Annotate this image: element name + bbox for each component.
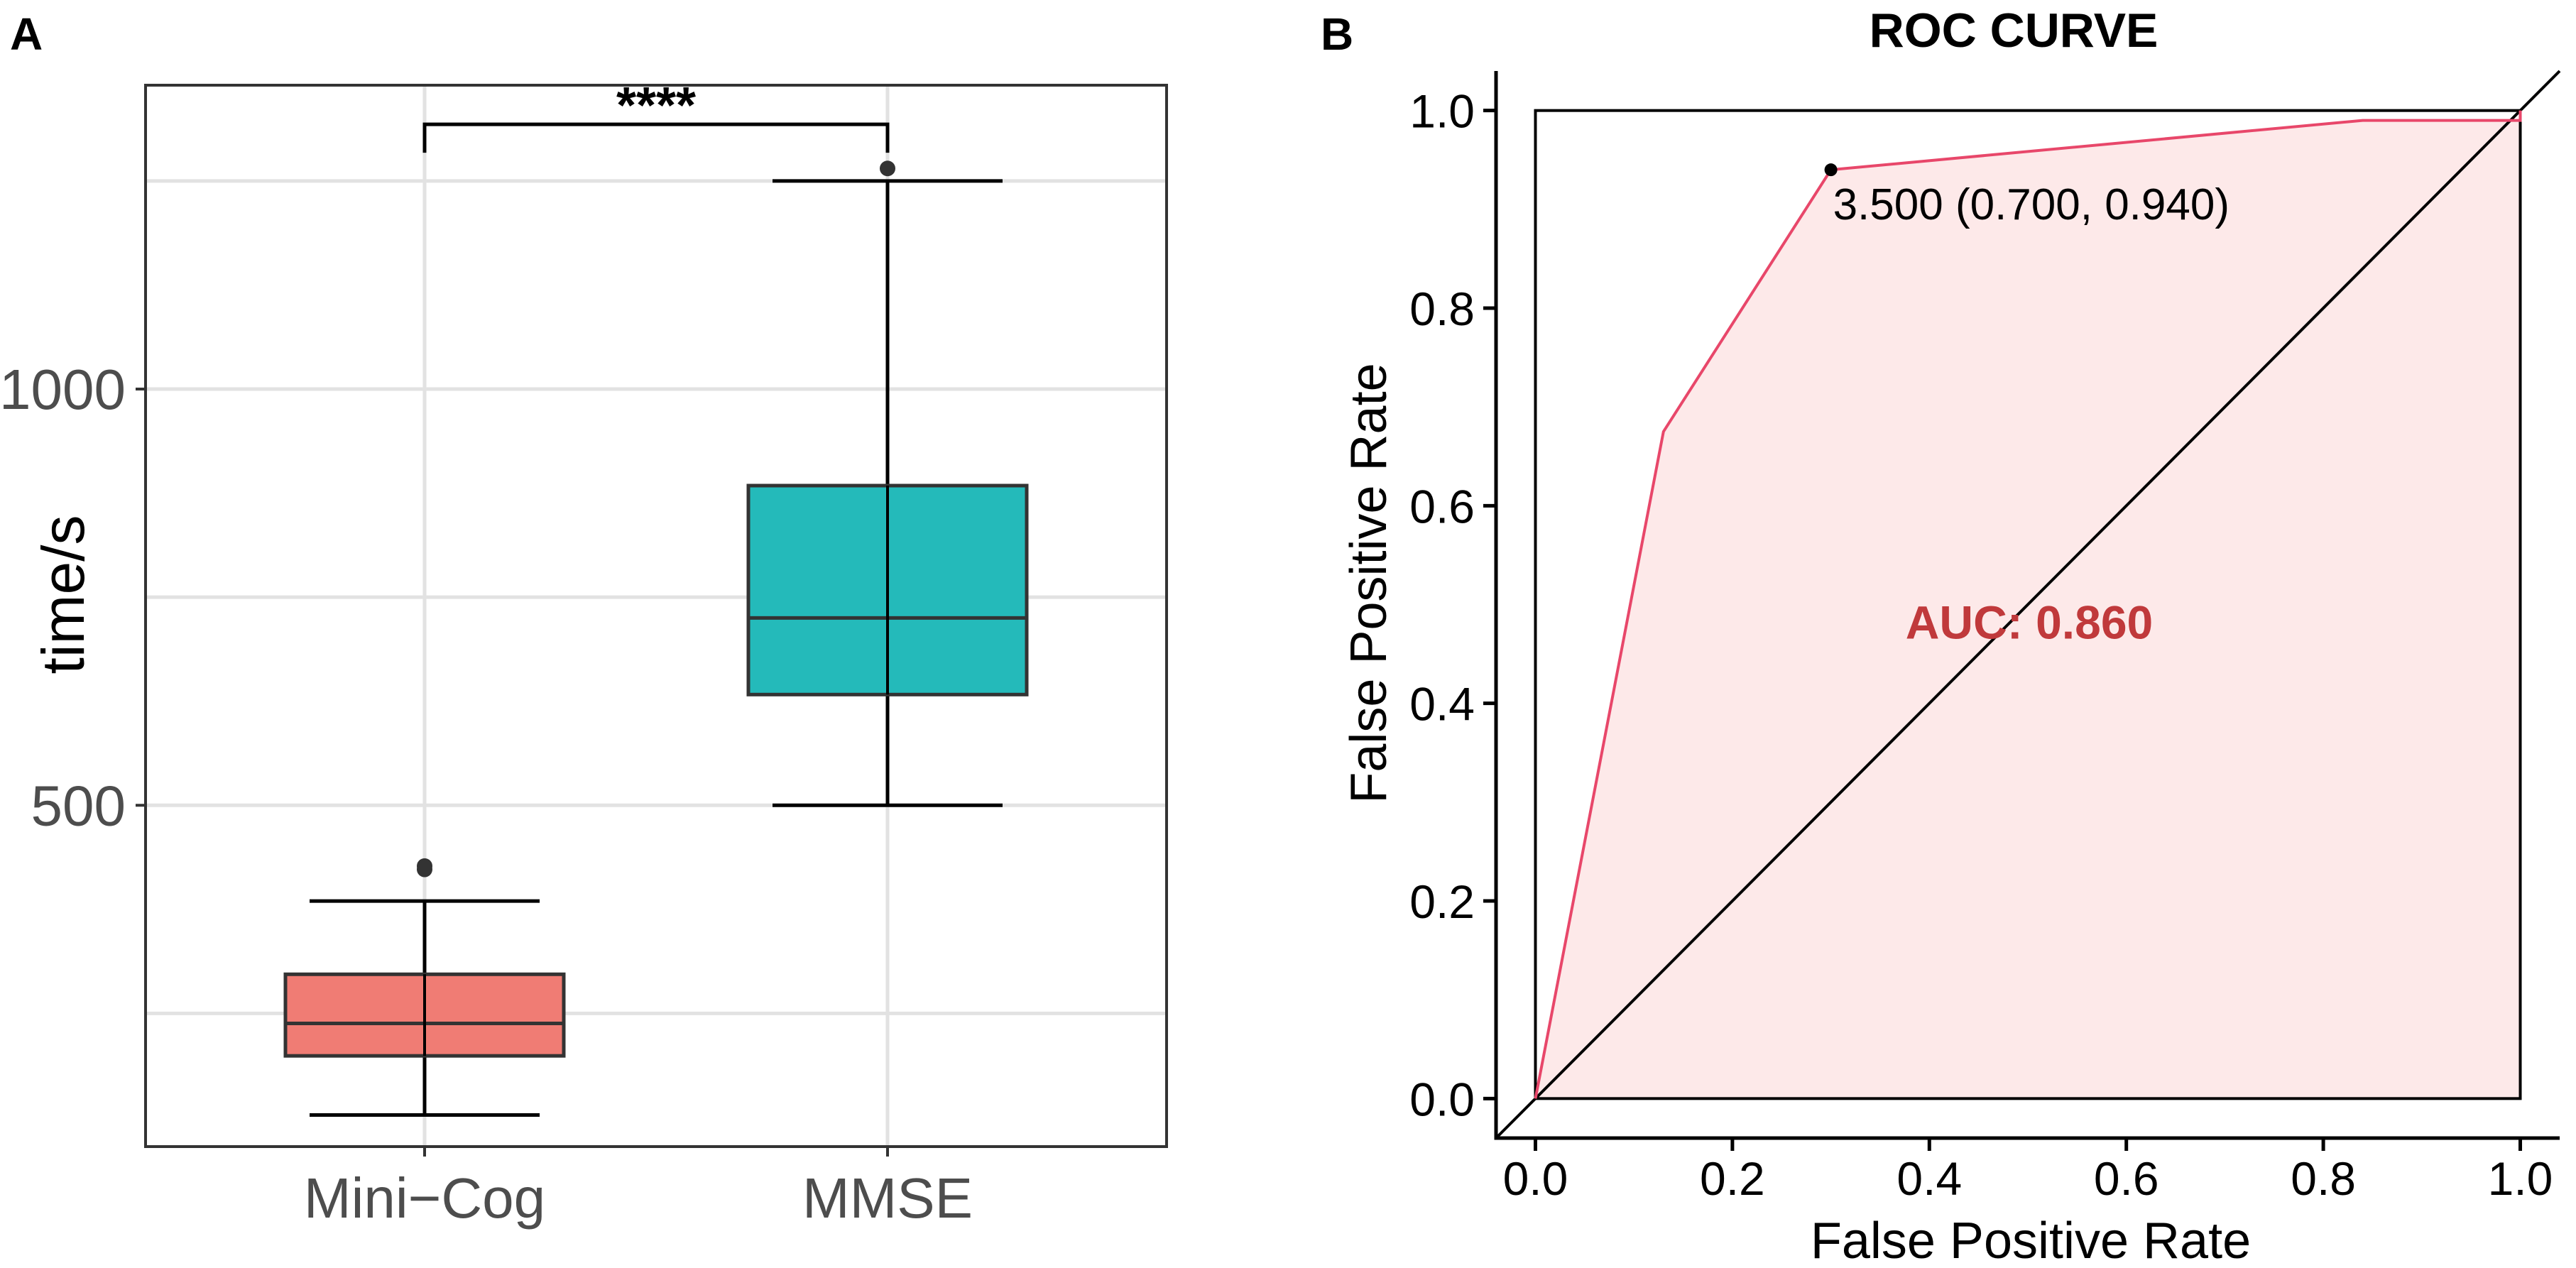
best-threshold-label: 3.500 (0.700, 0.940) bbox=[1833, 180, 2230, 229]
panel-b-y-axis-title: False Positive Rate bbox=[1341, 363, 1397, 803]
x-tick-label: 0.0 bbox=[1503, 1152, 1568, 1205]
significance-bracket bbox=[422, 122, 890, 153]
x-tick-label: 0.8 bbox=[2291, 1152, 2356, 1205]
panel-a-plot-border bbox=[144, 84, 1168, 1148]
y-tick-label: 0.6 bbox=[1409, 480, 1475, 532]
outlier-point bbox=[880, 160, 895, 177]
panel-a-y-axis-title: time/s bbox=[30, 515, 97, 674]
panel-b-ticks: 0.0 0.2 0.4 0.6 0.8 1.0 0.0 0.2 0.4 0.6 0.8 1.0 bbox=[1409, 85, 2553, 1205]
outlier-point bbox=[417, 858, 432, 874]
y-tick-label: 0.8 bbox=[1409, 283, 1475, 335]
y-tick-label: 0.2 bbox=[1409, 875, 1475, 928]
best-threshold-point bbox=[1824, 163, 1838, 177]
panel-a-boxplot: A 500 1000 Mini−Cog MMSE **** time/s bbox=[0, 9, 1168, 1230]
panel-a-significance: **** bbox=[422, 77, 890, 153]
x-tick-label: MMSE bbox=[802, 1166, 973, 1230]
y-tick-label: 0.4 bbox=[1409, 678, 1475, 731]
panel-b-axes bbox=[1494, 71, 2560, 1140]
x-tick-label: 0.2 bbox=[1700, 1152, 1765, 1205]
y-tick-label: 500 bbox=[31, 774, 126, 837]
panel-a-letter: A bbox=[10, 9, 43, 60]
panel-a-ticks: 500 1000 Mini−Cog MMSE bbox=[0, 358, 973, 1230]
significance-label: **** bbox=[616, 77, 696, 134]
x-tick-label: Mini−Cog bbox=[304, 1166, 545, 1230]
y-tick-label: 1.0 bbox=[1409, 85, 1475, 138]
roc-curve-line bbox=[1534, 110, 2522, 1099]
roc-unit-frame bbox=[1534, 109, 2522, 1100]
panel-b-letter: B bbox=[1321, 9, 1353, 60]
y-tick-label: 1000 bbox=[0, 358, 126, 421]
reference-diagonal bbox=[1495, 70, 2561, 1139]
x-tick-label: 0.6 bbox=[2094, 1152, 2159, 1205]
y-tick-label: 0.0 bbox=[1409, 1073, 1475, 1125]
panel-b-x-axis-title: False Positive Rate bbox=[1811, 1213, 2251, 1268]
panel-a-boxes bbox=[283, 160, 1029, 1117]
panel-b-title: ROC CURVE bbox=[1870, 4, 2159, 58]
x-tick-label: 0.4 bbox=[1896, 1152, 1962, 1205]
panel-b-roc: B ROC CURVE 3.500 (0.700, 0.940) AUC: 0.… bbox=[1321, 4, 2561, 1268]
x-tick-label: 1.0 bbox=[2488, 1152, 2553, 1205]
auc-label: AUC: 0.860 bbox=[1906, 596, 2153, 648]
